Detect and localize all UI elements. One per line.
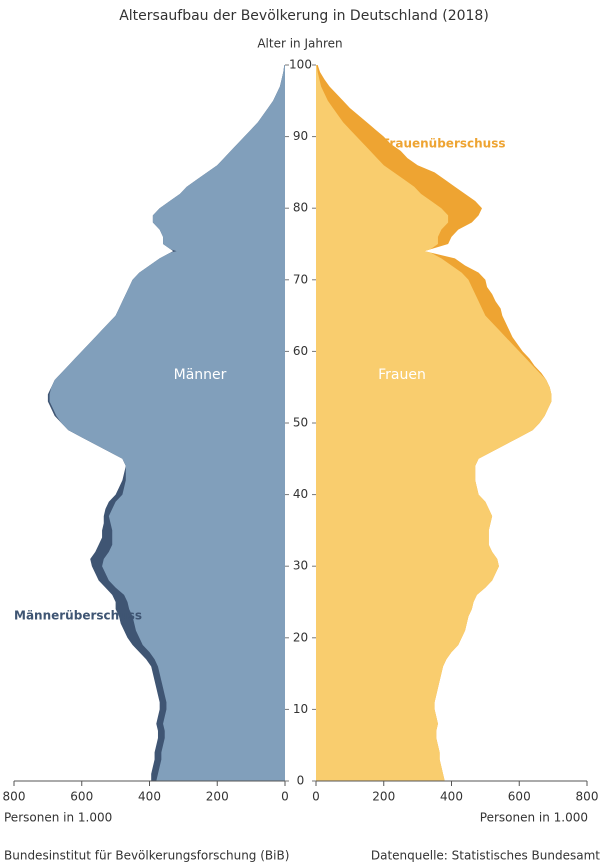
series-label: Frauen — [378, 367, 426, 383]
y-tick-label: 90 — [293, 129, 308, 143]
y-tick-label: 80 — [293, 201, 308, 215]
x-tick-label: 400 — [138, 790, 161, 804]
y-tick-label: 0 — [297, 774, 305, 788]
y-tick-label: 60 — [293, 344, 308, 358]
x-tick-label: 800 — [576, 790, 599, 804]
y-tick-label: 70 — [293, 272, 308, 286]
x-axis-label: Personen in 1.000 — [4, 811, 112, 825]
source: Bundesinstitut für Bevölkerungsforschung… — [4, 849, 289, 863]
y-tick-label: 10 — [293, 702, 308, 716]
y-tick-label: 30 — [293, 559, 308, 573]
x-axis-label: Personen in 1.000 — [480, 811, 588, 825]
y-axis-label: Alter in Jahren — [257, 37, 342, 51]
x-tick-label: 200 — [206, 790, 229, 804]
x-tick-label: 0 — [312, 790, 320, 804]
series-label: Männer — [174, 367, 227, 383]
x-tick-label: 400 — [440, 790, 463, 804]
surplus-label: Männerüberschuss — [14, 609, 142, 623]
x-tick-label: 600 — [508, 790, 531, 804]
women-area — [316, 65, 552, 781]
men-area — [49, 65, 285, 781]
chart-title: Altersaufbau der Bevölkerung in Deutschl… — [119, 8, 489, 24]
y-tick-label: 100 — [289, 58, 312, 72]
x-tick-label: 800 — [3, 790, 26, 804]
source: Datenquelle: Statistisches Bundesamt — [371, 849, 600, 863]
x-tick-label: 200 — [372, 790, 395, 804]
y-tick-label: 20 — [293, 630, 308, 644]
y-tick-label: 50 — [293, 416, 308, 430]
y-tick-label: 40 — [293, 487, 308, 501]
surplus-label: Frauenüberschuss — [382, 137, 506, 151]
x-tick-label: 600 — [70, 790, 93, 804]
x-tick-label: 0 — [281, 790, 289, 804]
